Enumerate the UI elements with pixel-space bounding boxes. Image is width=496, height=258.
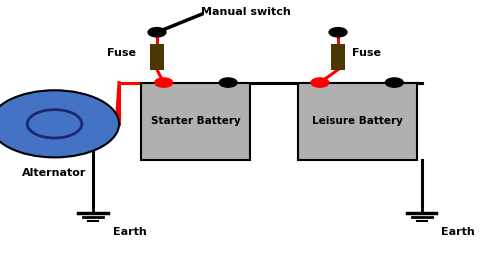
Circle shape: [311, 78, 329, 87]
Text: Earth: Earth: [441, 227, 475, 237]
Text: Alternator: Alternator: [22, 168, 87, 178]
Circle shape: [219, 78, 237, 87]
Bar: [141, 83, 250, 160]
Text: Starter Battery: Starter Battery: [151, 116, 241, 126]
Text: Fuse: Fuse: [108, 48, 136, 58]
Circle shape: [329, 28, 347, 37]
Text: Leisure Battery: Leisure Battery: [311, 116, 403, 126]
Circle shape: [148, 28, 166, 37]
Circle shape: [0, 90, 119, 157]
Bar: [331, 44, 345, 70]
Text: Fuse: Fuse: [352, 48, 381, 58]
Bar: [298, 83, 417, 160]
Bar: [150, 44, 164, 70]
Circle shape: [155, 78, 173, 87]
Text: Earth: Earth: [113, 227, 147, 237]
Text: Manual switch: Manual switch: [201, 7, 290, 17]
Circle shape: [385, 78, 403, 87]
